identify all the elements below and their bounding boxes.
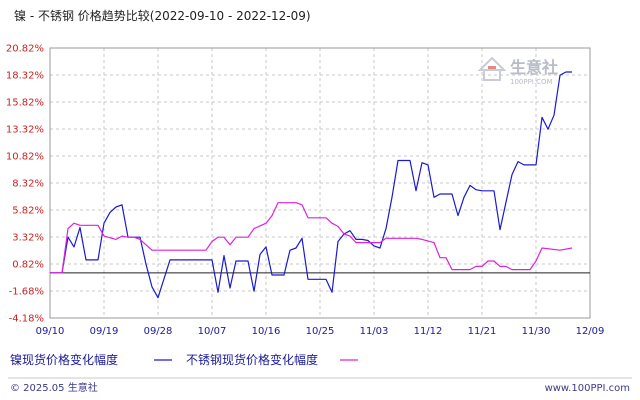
x-axis-ticks: 09/10 09/19 09/28 10/07 10/16 10/25 11/03 11/12… <box>36 326 605 337</box>
footer-site: www.100PPI.com <box>545 383 630 394</box>
y-tick-label: 3.32% <box>12 233 44 244</box>
x-tick-label: 10/25 <box>306 326 335 337</box>
x-tick-label: 10/16 <box>252 326 281 337</box>
series-line-2 <box>50 202 573 274</box>
series-lines <box>50 71 573 299</box>
y-tick-label: 5.82% <box>12 206 44 217</box>
grid <box>49 47 591 319</box>
plot-frame <box>49 47 591 319</box>
y-tick-label: 20.82% <box>6 44 44 55</box>
x-tick-label: 11/03 <box>360 326 389 337</box>
y-tick-label: 8.32% <box>12 179 44 190</box>
watermark-logo: 生意社 100PPI.COM <box>477 56 558 86</box>
x-tick-label: 10/07 <box>198 326 227 337</box>
legend-label-stainless: 不锈钢现货价格变化幅度 <box>186 352 318 367</box>
legend-label-nickel: 镍现货价格变化幅度 <box>10 352 118 367</box>
y-tick-label: 15.82% <box>6 98 44 109</box>
y-tick-label: 18.32% <box>6 71 44 82</box>
y-tick-label: -4.18% <box>9 314 44 325</box>
legend: 镍现货价格变化幅度 不锈钢现货价格变化幅度 <box>10 352 358 367</box>
footer-copyright: © 2025.05 生意社 <box>10 381 98 394</box>
y-tick-label: 13.32% <box>6 125 44 136</box>
x-tick-label: 11/12 <box>414 326 443 337</box>
y-tick-label: -1.68% <box>9 287 44 298</box>
y-tick-label: 10.82% <box>6 152 44 163</box>
x-tick-label: 09/10 <box>36 326 65 337</box>
series-line-1 <box>50 71 572 299</box>
y-axis-ticks: 20.82% 18.32% 15.82% 13.32% 10.82% 8.32% 5.82%… <box>6 44 44 325</box>
x-tick-label: 12/09 <box>576 326 605 337</box>
x-tick-label: 09/28 <box>144 326 173 337</box>
watermark-site: 100PPI.COM <box>510 78 553 86</box>
y-tick-label: 0.82% <box>12 260 44 271</box>
watermark-brand: 生意社 <box>510 58 558 77</box>
chart-title: 镍 - 不锈钢 价格趋势比较(2022-09-10 - 2022-12-09) <box>14 8 311 23</box>
x-tick-label: 11/21 <box>468 326 497 337</box>
x-tick-label: 09/19 <box>90 326 119 337</box>
x-tick-label: 11/30 <box>522 326 551 337</box>
